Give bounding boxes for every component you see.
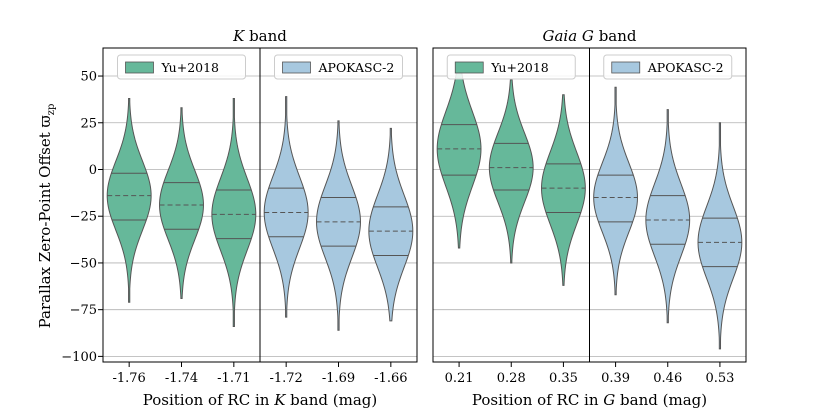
violin-body (645, 109, 691, 324)
x-tick-label: 0.28 (497, 371, 526, 386)
group-title: Gaia G band (543, 27, 637, 45)
legend-label: Yu+2018 (490, 60, 549, 75)
violin (436, 62, 482, 249)
panel-1-0: 0.21 0.28 0.35 Yu+2018 (436, 54, 586, 386)
x-axis-label-part: K (273, 391, 286, 409)
x-tick-label: -1.69 (322, 371, 355, 386)
x-axis-label: Position of RC in K band (mag) (143, 391, 377, 409)
panel-0-0: -1.76 -1.74 -1.71 Yu+2018 (106, 54, 257, 386)
violin-body (211, 97, 257, 327)
legend-label: Yu+2018 (161, 60, 220, 75)
legend: Yu+2018 (446, 54, 576, 80)
legend: APOKASC-2 (274, 54, 403, 80)
x-tick-label: 0.21 (445, 371, 474, 386)
violin (593, 86, 638, 296)
group-title-italic: Gaia G (543, 27, 594, 45)
violin (211, 97, 257, 327)
x-tick-label: -1.66 (374, 371, 407, 386)
group-title-rest: band (244, 27, 287, 45)
group-title-italic: K (232, 27, 245, 45)
legend-swatch (454, 61, 484, 74)
violin-body (159, 107, 204, 299)
violin-body (263, 96, 309, 318)
plot-area: 50 25 0 −25 −50 −75 −100 K band Position of RC i… (61, 27, 747, 409)
x-axis-label: Position of RC in G band (mag) (472, 391, 707, 409)
violin-body (436, 62, 482, 249)
y-tick-label: 0 (89, 163, 97, 178)
group-1: Gaia G band Position of RC in G band (mag… (432, 27, 747, 409)
y-tick-label: −75 (70, 303, 97, 318)
legend-label: APOKASC-2 (647, 60, 724, 75)
x-axis-label-part: Position of RC in (143, 391, 274, 409)
legend-swatch (611, 61, 641, 74)
violin (541, 94, 586, 286)
y-axis-label-subscript: zp (46, 104, 57, 116)
violin (645, 109, 691, 324)
x-axis-label-part: band (mag) (285, 391, 377, 409)
y-tick-label: −25 (70, 210, 97, 225)
violin-body (106, 97, 152, 303)
x-tick-label: 0.46 (653, 371, 682, 386)
x-tick-label: -1.72 (269, 371, 302, 386)
y-axis-label-main: Parallax Zero-Point Offset ϖ (36, 115, 54, 328)
violin-body (368, 127, 414, 322)
x-tick-label: -1.76 (112, 371, 145, 386)
x-axis-label-part: Position of RC in (472, 391, 603, 409)
violin (697, 122, 743, 350)
violin (159, 107, 204, 299)
violin-body (541, 94, 586, 286)
panel-0-1: -1.72 -1.69 -1.66 APOKASC-2 (263, 54, 414, 386)
violin (106, 97, 152, 303)
panel-frame (259, 47, 418, 363)
violin (263, 96, 309, 318)
violin (316, 120, 361, 331)
legend-swatch (125, 61, 154, 74)
group-title: K band (232, 27, 287, 45)
legend: Yu+2018 (117, 54, 246, 80)
group-0: K band Position of RC in K band (mag) -1.7… (102, 27, 418, 409)
x-tick-label: -1.71 (217, 371, 250, 386)
x-tick-label: -1.74 (165, 371, 198, 386)
violin (368, 127, 414, 322)
x-tick-label: 0.53 (705, 371, 734, 386)
legend-swatch (282, 61, 311, 74)
x-tick-label: 0.35 (549, 371, 578, 386)
violin-body (697, 122, 743, 350)
x-axis-label-part: G (603, 391, 615, 409)
y-tick-label: −100 (61, 350, 97, 365)
panel-1-1: 0.39 0.46 0.53 APOKASC-2 (593, 54, 743, 386)
panel-frame (589, 47, 747, 363)
violin (488, 79, 534, 264)
y-tick-label: 25 (80, 116, 97, 131)
legend-label: APOKASC-2 (318, 60, 395, 75)
y-tick-label: 50 (80, 70, 97, 85)
x-tick-label: 0.39 (601, 371, 630, 386)
x-axis-label-part: band (mag) (615, 391, 707, 409)
violin-body (593, 86, 638, 296)
violin-body (316, 120, 361, 331)
group-title-rest: band (594, 27, 637, 45)
violin-body (488, 79, 534, 264)
legend: APOKASC-2 (603, 54, 733, 80)
y-axis-label: Parallax Zero-Point Offset ϖzp (36, 104, 57, 329)
y-tick-label: −50 (70, 256, 97, 271)
